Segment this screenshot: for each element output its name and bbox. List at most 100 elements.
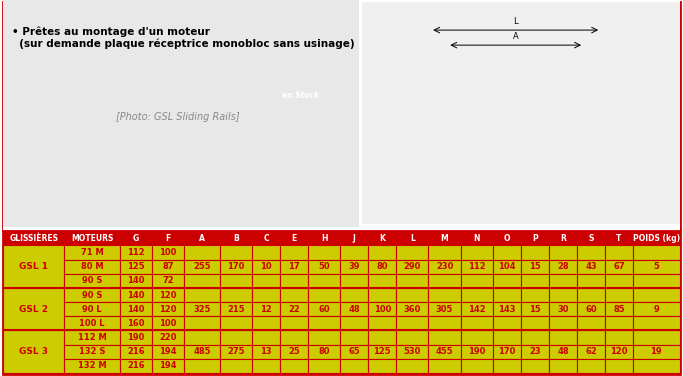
Bar	[280, 331, 308, 345]
Bar	[152, 246, 184, 259]
Bar	[428, 345, 461, 359]
Bar	[340, 331, 368, 345]
Bar	[3, 0, 359, 227]
Bar	[521, 359, 549, 373]
Text: 132 S: 132 S	[79, 347, 105, 356]
Bar	[633, 259, 680, 274]
Text: 120: 120	[159, 291, 177, 300]
Text: 360: 360	[404, 305, 421, 314]
Bar	[64, 231, 120, 246]
Text: F: F	[165, 234, 171, 243]
Bar	[308, 231, 340, 246]
Text: 80: 80	[376, 262, 388, 271]
Bar	[120, 288, 152, 302]
Text: 485: 485	[193, 347, 210, 356]
Bar	[280, 345, 308, 359]
Bar	[577, 331, 605, 345]
Bar	[493, 274, 521, 288]
Bar	[428, 302, 461, 316]
Text: 100 L: 100 L	[79, 319, 104, 328]
Bar	[3, 246, 64, 288]
Bar	[461, 316, 493, 331]
Bar	[220, 359, 252, 373]
Bar	[184, 274, 220, 288]
Bar	[280, 316, 308, 331]
Bar	[340, 288, 368, 302]
Bar	[120, 259, 152, 274]
Text: 190: 190	[468, 347, 486, 356]
Text: 104: 104	[498, 262, 516, 271]
Bar	[252, 331, 280, 345]
Bar	[549, 316, 577, 331]
Bar	[633, 274, 680, 288]
Bar	[605, 259, 633, 274]
Bar	[64, 316, 120, 331]
Text: 194: 194	[159, 361, 177, 370]
Bar	[549, 359, 577, 373]
Bar	[549, 302, 577, 316]
Text: 60: 60	[585, 305, 597, 314]
Bar	[428, 259, 461, 274]
Text: MOTEURS: MOTEURS	[71, 234, 113, 243]
Bar	[340, 345, 368, 359]
Bar	[184, 231, 220, 246]
Text: 220: 220	[159, 333, 177, 342]
Bar	[64, 288, 120, 302]
Bar	[280, 359, 308, 373]
Bar	[428, 288, 461, 302]
Text: 71 M: 71 M	[81, 248, 103, 257]
Bar	[340, 274, 368, 288]
Text: 25: 25	[288, 347, 300, 356]
Bar	[428, 274, 461, 288]
Bar	[493, 231, 521, 246]
Bar	[396, 288, 428, 302]
Bar	[461, 259, 493, 274]
Bar	[605, 246, 633, 259]
Bar	[3, 1, 680, 233]
Text: • Prêtes au montage d'un moteur
  (sur demande plaque réceptrice monobloc sans u: • Prêtes au montage d'un moteur (sur dem…	[12, 26, 355, 49]
Bar	[368, 246, 396, 259]
Bar	[340, 302, 368, 316]
Bar	[633, 345, 680, 359]
Text: 5: 5	[654, 262, 659, 271]
Text: 255: 255	[193, 262, 211, 271]
Text: 143: 143	[498, 305, 516, 314]
Bar	[605, 345, 633, 359]
Text: 216: 216	[127, 347, 145, 356]
Text: 290: 290	[404, 262, 421, 271]
Bar	[493, 331, 521, 345]
Bar	[549, 288, 577, 302]
Text: K: K	[379, 234, 385, 243]
Bar	[340, 231, 368, 246]
Text: POIDS (kg): POIDS (kg)	[632, 234, 680, 243]
Bar	[396, 331, 428, 345]
Text: 215: 215	[227, 305, 245, 314]
Text: 72: 72	[162, 276, 173, 285]
Text: 90 S: 90 S	[82, 291, 102, 300]
Bar	[633, 331, 680, 345]
Bar	[549, 259, 577, 274]
Bar	[633, 288, 680, 302]
Bar	[3, 331, 64, 373]
Bar	[577, 345, 605, 359]
Text: 216: 216	[127, 361, 145, 370]
Text: S: S	[588, 234, 594, 243]
Bar	[280, 259, 308, 274]
Bar	[461, 302, 493, 316]
Bar	[220, 345, 252, 359]
Bar	[252, 246, 280, 259]
Text: 90 L: 90 L	[82, 305, 102, 314]
Bar	[184, 331, 220, 345]
Text: 112 M: 112 M	[78, 333, 107, 342]
Bar	[220, 288, 252, 302]
Text: 120: 120	[610, 347, 628, 356]
Bar	[362, 2, 680, 224]
Text: A: A	[513, 32, 518, 41]
Text: 125: 125	[127, 262, 145, 271]
Bar	[152, 345, 184, 359]
Bar	[396, 316, 428, 331]
Bar	[461, 231, 493, 246]
Text: 125: 125	[374, 347, 391, 356]
Bar	[461, 359, 493, 373]
Text: P: P	[532, 234, 538, 243]
